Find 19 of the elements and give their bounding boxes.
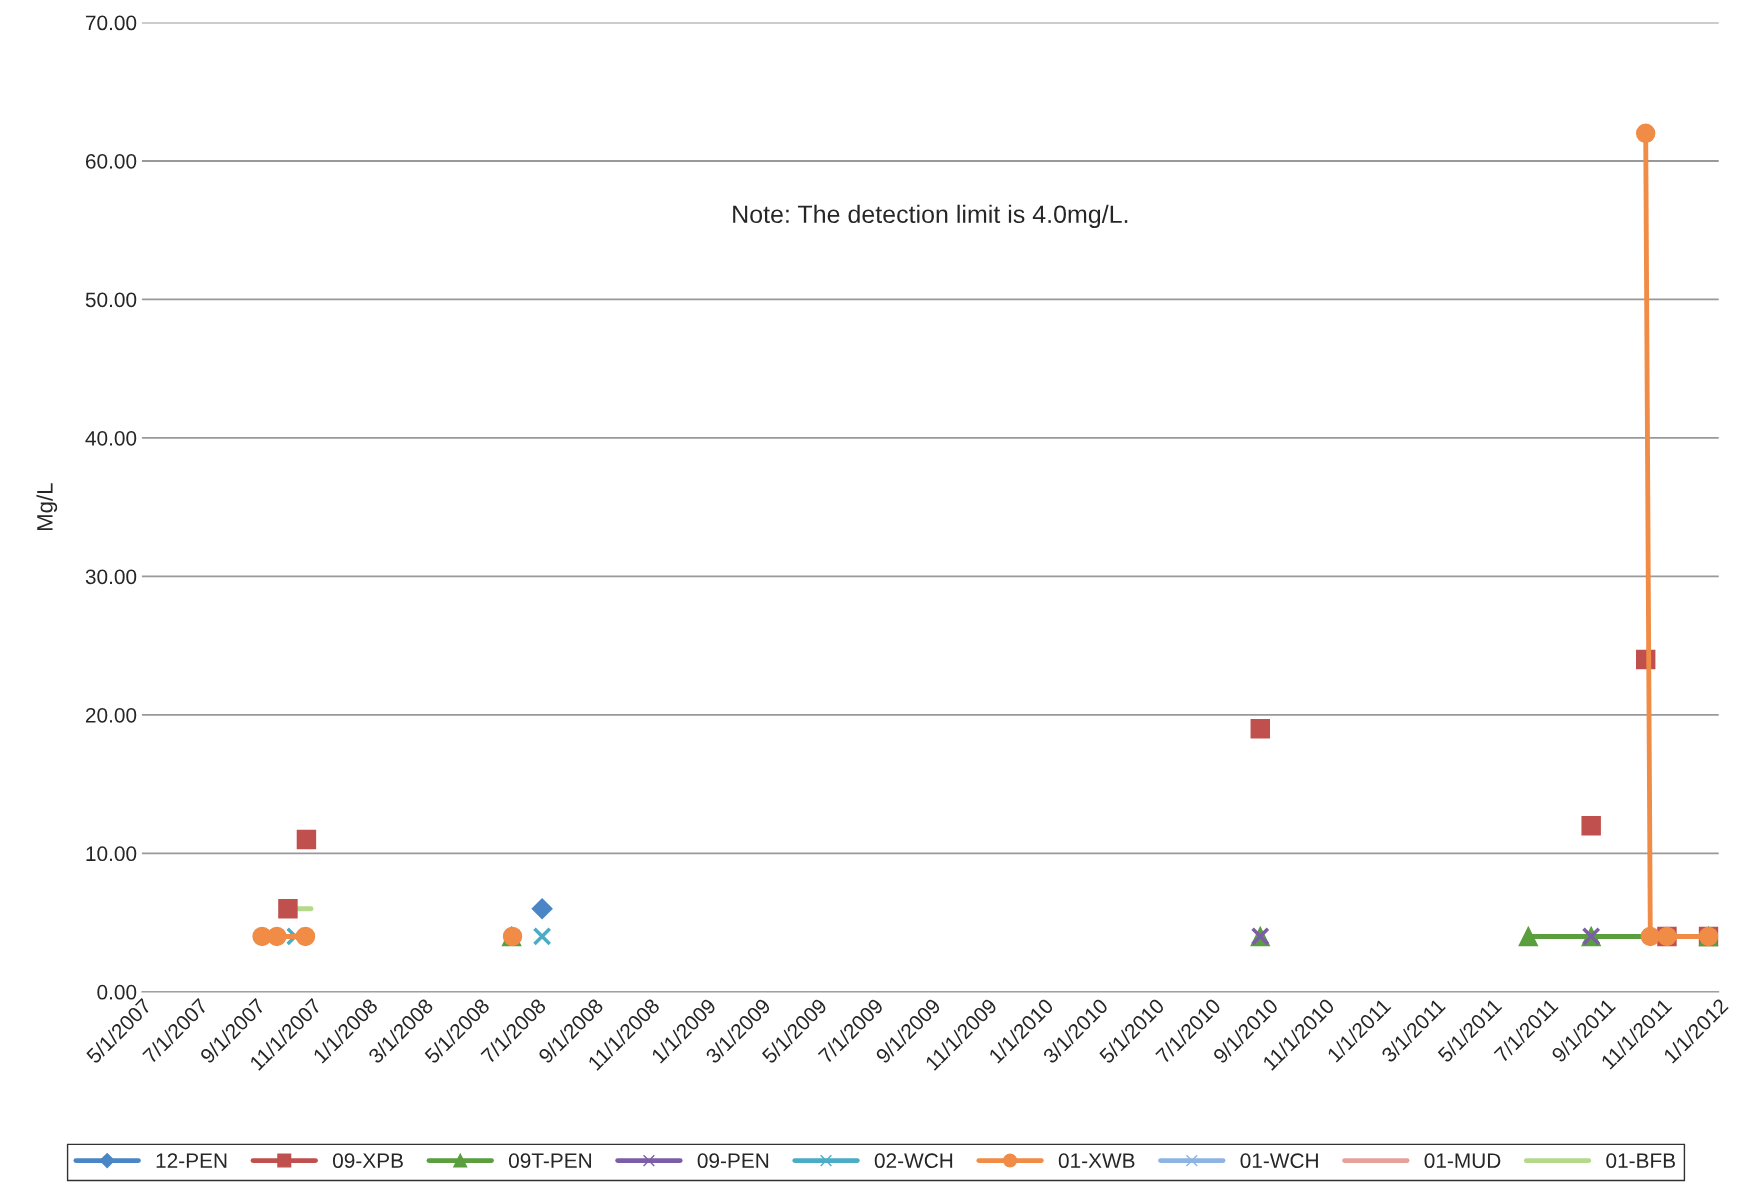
y-tick-label: 20.00 <box>85 707 137 723</box>
legend-label: 01-BFB <box>1606 1153 1675 1169</box>
y-tick-label: 30.00 <box>85 569 137 585</box>
y-tick-label: 70.00 <box>85 15 137 31</box>
legend-label: 01-XWB <box>1058 1153 1135 1169</box>
legend-label: 01-WCH <box>1240 1153 1318 1169</box>
legend-label: 01-MUD <box>1424 1153 1501 1169</box>
y-axis-title: Mg/L <box>36 483 58 531</box>
legend-label: 09-PEN <box>697 1153 769 1169</box>
legend-label: 02-WCH <box>874 1153 953 1169</box>
y-tick-label: 0.00 <box>97 984 137 1000</box>
annotation: Note: The detection limit is 4.0mg/L. <box>733 204 1128 229</box>
y-tick-label: 60.00 <box>85 153 137 169</box>
legend-label: 09-XPB <box>333 1153 403 1169</box>
y-tick-label: 10.00 <box>86 846 137 862</box>
y-tick-label: 40.00 <box>85 430 137 446</box>
y-tick-label: 50.00 <box>85 292 137 308</box>
legend-label: 09T-PEN <box>508 1153 591 1169</box>
legend-label: 12-PEN <box>156 1153 227 1168</box>
